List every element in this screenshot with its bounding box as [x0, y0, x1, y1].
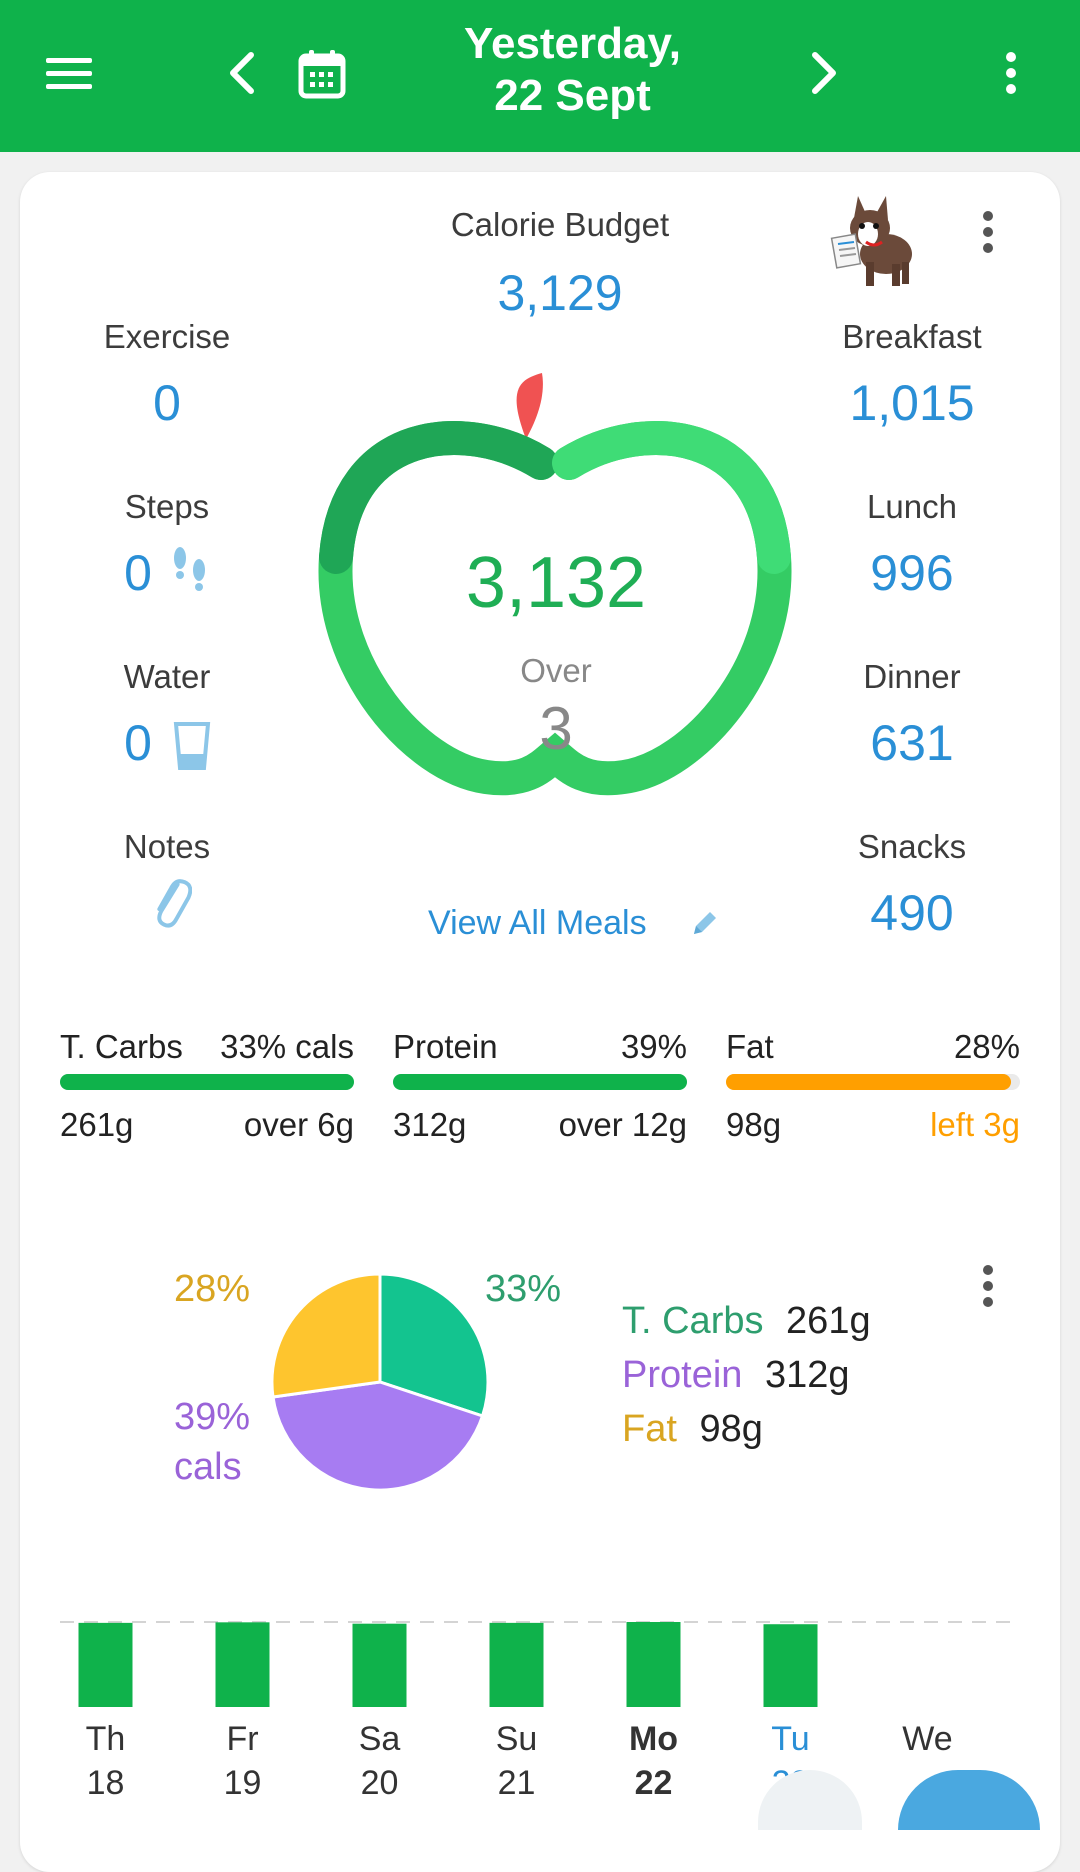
daily-summary-card: Calorie Budget 3,129 Exercise 0 Steps 0 …	[20, 172, 1060, 1872]
selected-date[interactable]: Yesterday, 22 Sept	[380, 18, 765, 122]
macro-name: T. Carbs	[60, 1028, 183, 1065]
pie-slice-fat	[270, 1272, 382, 1399]
legend-carbs: T. Carbs 261g	[622, 1300, 871, 1343]
overflow-menu-icon[interactable]	[998, 48, 1024, 98]
macro-bar-fill	[60, 1074, 354, 1090]
pie-label-protein-unit: cals	[174, 1446, 242, 1488]
steps-value: 0	[124, 545, 152, 601]
week-bar[interactable]	[489, 1622, 544, 1707]
snacks-value: 490	[870, 885, 954, 941]
week-bar[interactable]	[78, 1622, 133, 1707]
water-value: 0	[124, 715, 152, 771]
status-value: 3	[539, 695, 573, 762]
water-glass-icon	[172, 720, 212, 772]
macro-bar-track	[60, 1074, 354, 1090]
date-line-2: 22 Sept	[494, 71, 651, 120]
lunch-label: Lunch	[867, 488, 957, 525]
macro-bar-track	[393, 1074, 687, 1090]
week-day-name[interactable]: We	[902, 1720, 953, 1758]
macro-grams: 98g	[726, 1106, 782, 1143]
calendar-icon[interactable]	[296, 46, 348, 102]
week-day-name[interactable]: Mo	[628, 1720, 679, 1758]
calories-consumed: 3,132	[465, 543, 647, 623]
previous-day-icon[interactable]	[222, 48, 262, 98]
breakfast-label: Breakfast	[842, 318, 982, 355]
macro-pct: 28%	[953, 1028, 1020, 1065]
paperclip-icon	[148, 874, 193, 930]
week-day-date[interactable]: 19	[223, 1764, 262, 1802]
calorie-budget-value[interactable]: 3,129	[497, 265, 623, 321]
week-day-name[interactable]: Su	[495, 1720, 538, 1758]
pie-label-carbs: 33%	[485, 1268, 562, 1310]
weekly-calorie-chart[interactable]	[20, 1602, 1060, 1742]
next-day-icon[interactable]	[804, 48, 844, 98]
pie-overflow-icon[interactable]	[982, 1264, 1002, 1312]
status-label: Over	[520, 652, 592, 689]
macro-delta: over 12g	[558, 1106, 687, 1143]
notes-label: Notes	[123, 828, 211, 865]
macro-delta: left 3g	[930, 1106, 1020, 1143]
week-day-name[interactable]: Sa	[358, 1720, 401, 1758]
pie-slice-carbs	[378, 1272, 490, 1418]
view-all-meals-link[interactable]: View All Meals	[420, 900, 760, 950]
macro-bar-fill	[393, 1074, 687, 1090]
macro-grams: 312g	[393, 1106, 467, 1143]
macro-bar-fill	[726, 1074, 1012, 1090]
legend-name: Fat	[622, 1408, 677, 1450]
macro-name: Protein	[393, 1028, 498, 1065]
dinner-value: 631	[870, 715, 954, 771]
pie-label-protein: 39%	[174, 1396, 251, 1438]
legend-name: T. Carbs	[622, 1300, 764, 1342]
app-header: Yesterday, 22 Sept	[0, 0, 1080, 152]
week-day-name[interactable]: Tu	[771, 1720, 810, 1758]
legend-amount: 261g	[786, 1300, 871, 1342]
week-day-name[interactable]: Fr	[226, 1720, 259, 1758]
dinner-label: Dinner	[863, 658, 961, 695]
calorie-apple-ring[interactable]	[316, 367, 794, 847]
view-all-meals-label: View All Meals	[428, 904, 647, 942]
pie-label-fat: 28%	[174, 1268, 251, 1310]
macro-pie-chart[interactable]	[260, 1262, 500, 1502]
dog-mascot-icon[interactable]	[828, 192, 928, 292]
macro-pct: 39%	[620, 1028, 687, 1065]
macro-bar-track	[726, 1074, 1020, 1090]
date-line-1: Yesterday,	[464, 19, 681, 68]
legend-protein: Protein 312g	[622, 1354, 850, 1397]
week-bar[interactable]	[215, 1622, 270, 1707]
card-overflow-icon[interactable]	[982, 210, 1002, 258]
lunch-value: 996	[870, 545, 954, 601]
menu-icon[interactable]	[44, 52, 94, 96]
legend-fat: Fat 98g	[622, 1408, 763, 1451]
macro-pct: 33% cals	[220, 1028, 354, 1065]
macro-delta: over 6g	[243, 1106, 354, 1143]
week-day-date[interactable]: 20	[360, 1764, 399, 1802]
week-day-date[interactable]: 22	[634, 1764, 673, 1802]
week-bar[interactable]	[763, 1624, 818, 1707]
legend-name: Protein	[622, 1354, 743, 1396]
macro-grams: 261g	[60, 1106, 134, 1143]
exercise-value: 0	[153, 375, 181, 431]
exercise-label: Exercise	[103, 318, 231, 355]
macro-name: Fat	[726, 1028, 774, 1065]
week-day-date[interactable]: 21	[497, 1764, 536, 1802]
pie-slice-protein	[271, 1380, 485, 1492]
breakfast-value: 1,015	[849, 375, 975, 431]
week-bar[interactable]	[626, 1622, 681, 1707]
week-day-name[interactable]: Th	[85, 1720, 126, 1758]
calorie-budget-label: Calorie Budget	[450, 206, 670, 243]
edit-pencil-icon	[688, 906, 724, 942]
legend-amount: 98g	[699, 1408, 763, 1450]
snacks-label: Snacks	[857, 828, 967, 865]
legend-amount: 312g	[764, 1354, 850, 1396]
water-label: Water	[123, 658, 211, 695]
steps-label: Steps	[124, 488, 210, 525]
footsteps-icon	[170, 544, 210, 600]
week-bar[interactable]	[352, 1623, 407, 1707]
week-day-date[interactable]: 18	[86, 1764, 125, 1802]
